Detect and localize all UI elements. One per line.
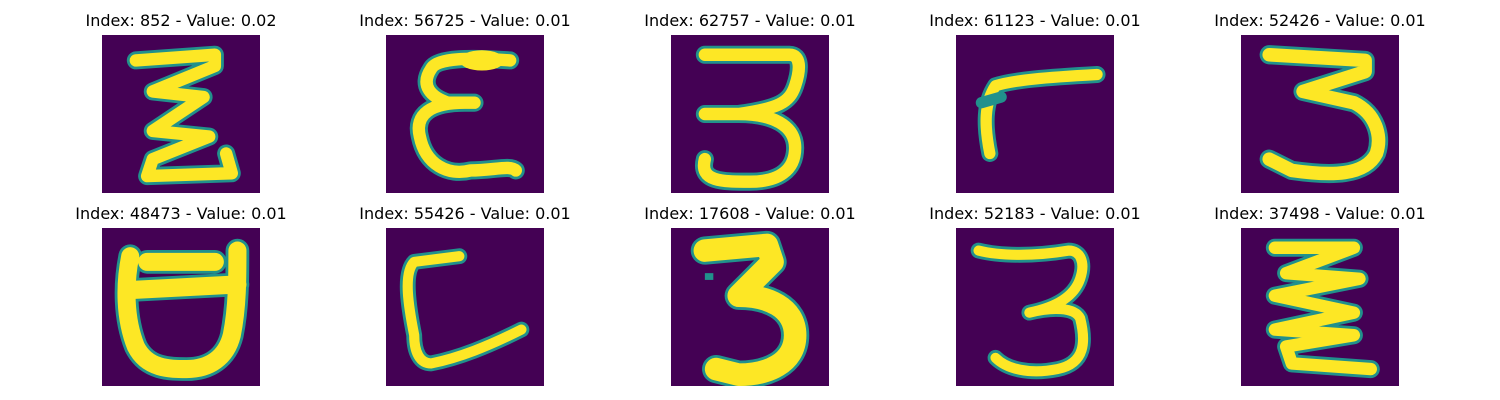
panel-2: Index: 62757 - Value: 0.01 [620, 11, 880, 201]
panel-title: Index: 48473 - Value: 0.01 [75, 204, 287, 223]
glyph-three-image [671, 228, 829, 386]
panel-8: Index: 52183 - Value: 0.01 [905, 204, 1165, 394]
glyph-z-image [102, 35, 260, 193]
glyph-image [102, 228, 260, 386]
glyph-image [671, 35, 829, 193]
glyph-r-image [956, 35, 1114, 193]
glyph-image [956, 35, 1114, 193]
panel-title: Index: 37498 - Value: 0.01 [1214, 204, 1426, 223]
glyph-three-image [956, 228, 1114, 386]
glyph-epsilon-image [386, 35, 544, 193]
panel-3: Index: 61123 - Value: 0.01 [905, 11, 1165, 201]
panel-4: Index: 52426 - Value: 0.01 [1190, 11, 1450, 201]
glyph-image [386, 228, 544, 386]
glyph-image [671, 228, 829, 386]
glyph-cup-image [102, 228, 260, 386]
panel-title: Index: 56725 - Value: 0.01 [359, 11, 571, 30]
glyph-three-image [671, 35, 829, 193]
glyph-image [1241, 228, 1399, 386]
panel-title: Index: 62757 - Value: 0.01 [644, 11, 856, 30]
panel-title: Index: 17608 - Value: 0.01 [644, 204, 856, 223]
glyph-l-image [386, 228, 544, 386]
panel-0: Index: 852 - Value: 0.02 [51, 11, 311, 201]
panel-9: Index: 37498 - Value: 0.01 [1190, 204, 1450, 394]
panel-title: Index: 852 - Value: 0.02 [85, 11, 277, 30]
panel-title: Index: 55426 - Value: 0.01 [359, 204, 571, 223]
panel-title: Index: 61123 - Value: 0.01 [929, 11, 1141, 30]
glyph-three-image [1241, 35, 1399, 193]
panel-6: Index: 55426 - Value: 0.01 [335, 204, 595, 394]
panel-5: Index: 48473 - Value: 0.01 [51, 204, 311, 394]
glyph-image [386, 35, 544, 193]
panel-1: Index: 56725 - Value: 0.01 [335, 11, 595, 201]
glyph-zigzag-image [1241, 228, 1399, 386]
glyph-image [956, 228, 1114, 386]
panel-title: Index: 52183 - Value: 0.01 [929, 204, 1141, 223]
panel-title: Index: 52426 - Value: 0.01 [1214, 11, 1426, 30]
glyph-image [102, 35, 260, 193]
glyph-image [1241, 35, 1399, 193]
panel-7: Index: 17608 - Value: 0.01 [620, 204, 880, 394]
